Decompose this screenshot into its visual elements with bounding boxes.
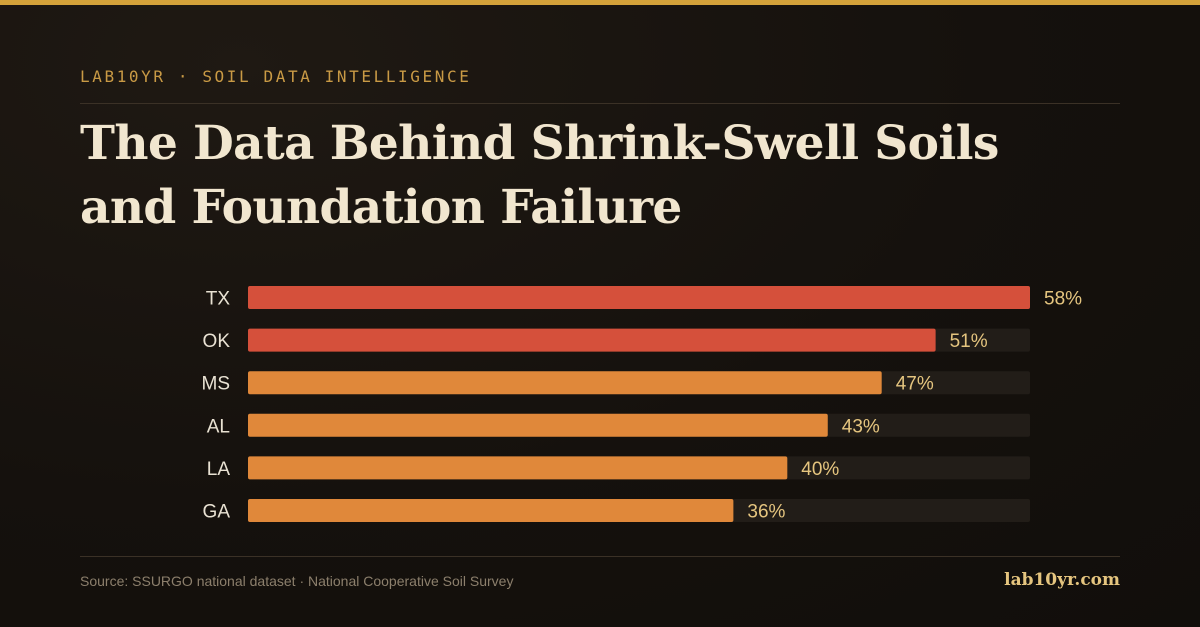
value-label-ok: 51% <box>950 331 988 352</box>
category-label-tx: TX <box>206 289 231 310</box>
category-label-la: LA <box>207 459 231 480</box>
value-label-ga: 36% <box>747 502 785 523</box>
bar-al <box>248 413 828 437</box>
header-divider <box>80 103 1120 104</box>
site-link[interactable]: lab10yr.com <box>1004 570 1120 590</box>
top-accent-bar <box>0 0 1200 5</box>
bar-ga <box>248 499 734 522</box>
bar-ms <box>248 371 882 395</box>
title-line-2: and Foundation Failure <box>80 180 682 235</box>
bar-ok <box>248 328 936 352</box>
category-label-al: AL <box>207 416 230 437</box>
category-label-ms: MS <box>202 374 231 395</box>
category-label-ok: OK <box>203 331 231 352</box>
bar-la <box>248 456 788 480</box>
title-line-1: The Data Behind Shrink-Swell Soils <box>80 116 999 171</box>
source-note: Source: SSURGO national dataset · Nation… <box>80 573 514 589</box>
value-label-al: 43% <box>842 416 880 437</box>
value-label-ms: 47% <box>896 374 934 395</box>
value-label-tx: 58% <box>1044 289 1082 310</box>
category-label-ga: GA <box>203 502 231 523</box>
eyebrow-label: LAB10YR · SOIL DATA INTELLIGENCE <box>80 67 472 86</box>
bar-tx <box>248 286 1030 309</box>
page-title: The Data Behind Shrink-Swell Soils and F… <box>80 112 1140 240</box>
value-label-la: 40% <box>801 459 839 480</box>
footer-divider <box>80 556 1120 557</box>
